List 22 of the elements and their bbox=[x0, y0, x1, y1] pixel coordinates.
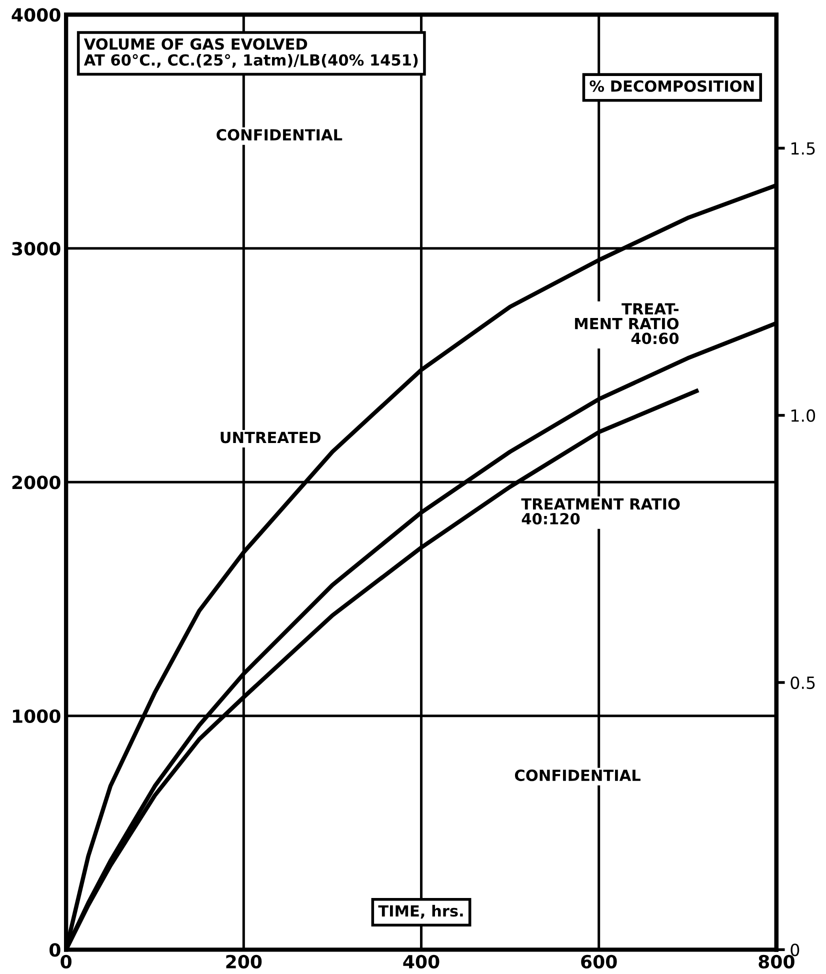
x-tick-label: 800 bbox=[758, 954, 794, 968]
series-label: UNTREATED bbox=[220, 432, 321, 444]
y2-axis-title: % DECOMPOSITION bbox=[590, 80, 754, 92]
y-tick-label: 1000 bbox=[13, 709, 60, 724]
annotation: CONFIDENTIAL bbox=[514, 770, 640, 782]
y-tick-label: 4000 bbox=[12, 8, 60, 22]
y2-tick-label: 0.5 bbox=[790, 676, 815, 690]
y-tick-label: 0 bbox=[50, 943, 60, 957]
y2-tick-label: 0 bbox=[790, 944, 800, 956]
x-tick-label: 200 bbox=[226, 954, 262, 968]
annotation: CONFIDENTIAL bbox=[216, 129, 342, 141]
series-label: TREATMENT RATIO 40:120 bbox=[521, 498, 680, 525]
x-tick-label: 0 bbox=[60, 954, 72, 968]
y2-tick-label: 1.5 bbox=[791, 142, 815, 155]
y-tick-label: 3000 bbox=[12, 242, 60, 256]
y-tick-label: 2000 bbox=[12, 476, 60, 490]
y2-tick-label: 1.0 bbox=[791, 409, 816, 422]
x-tick-label: 600 bbox=[581, 954, 617, 968]
x-axis-title: TIME, hrs. bbox=[378, 904, 463, 919]
text: VOLUME OF GAS EVOLVED AT 60°C., CC.(25°, 1atm)/LB(40% 1451) bbox=[84, 38, 418, 68]
x-tick-label: 400 bbox=[403, 954, 440, 968]
series-label: TREAT- MENT RATIO 40:60 bbox=[575, 303, 679, 344]
